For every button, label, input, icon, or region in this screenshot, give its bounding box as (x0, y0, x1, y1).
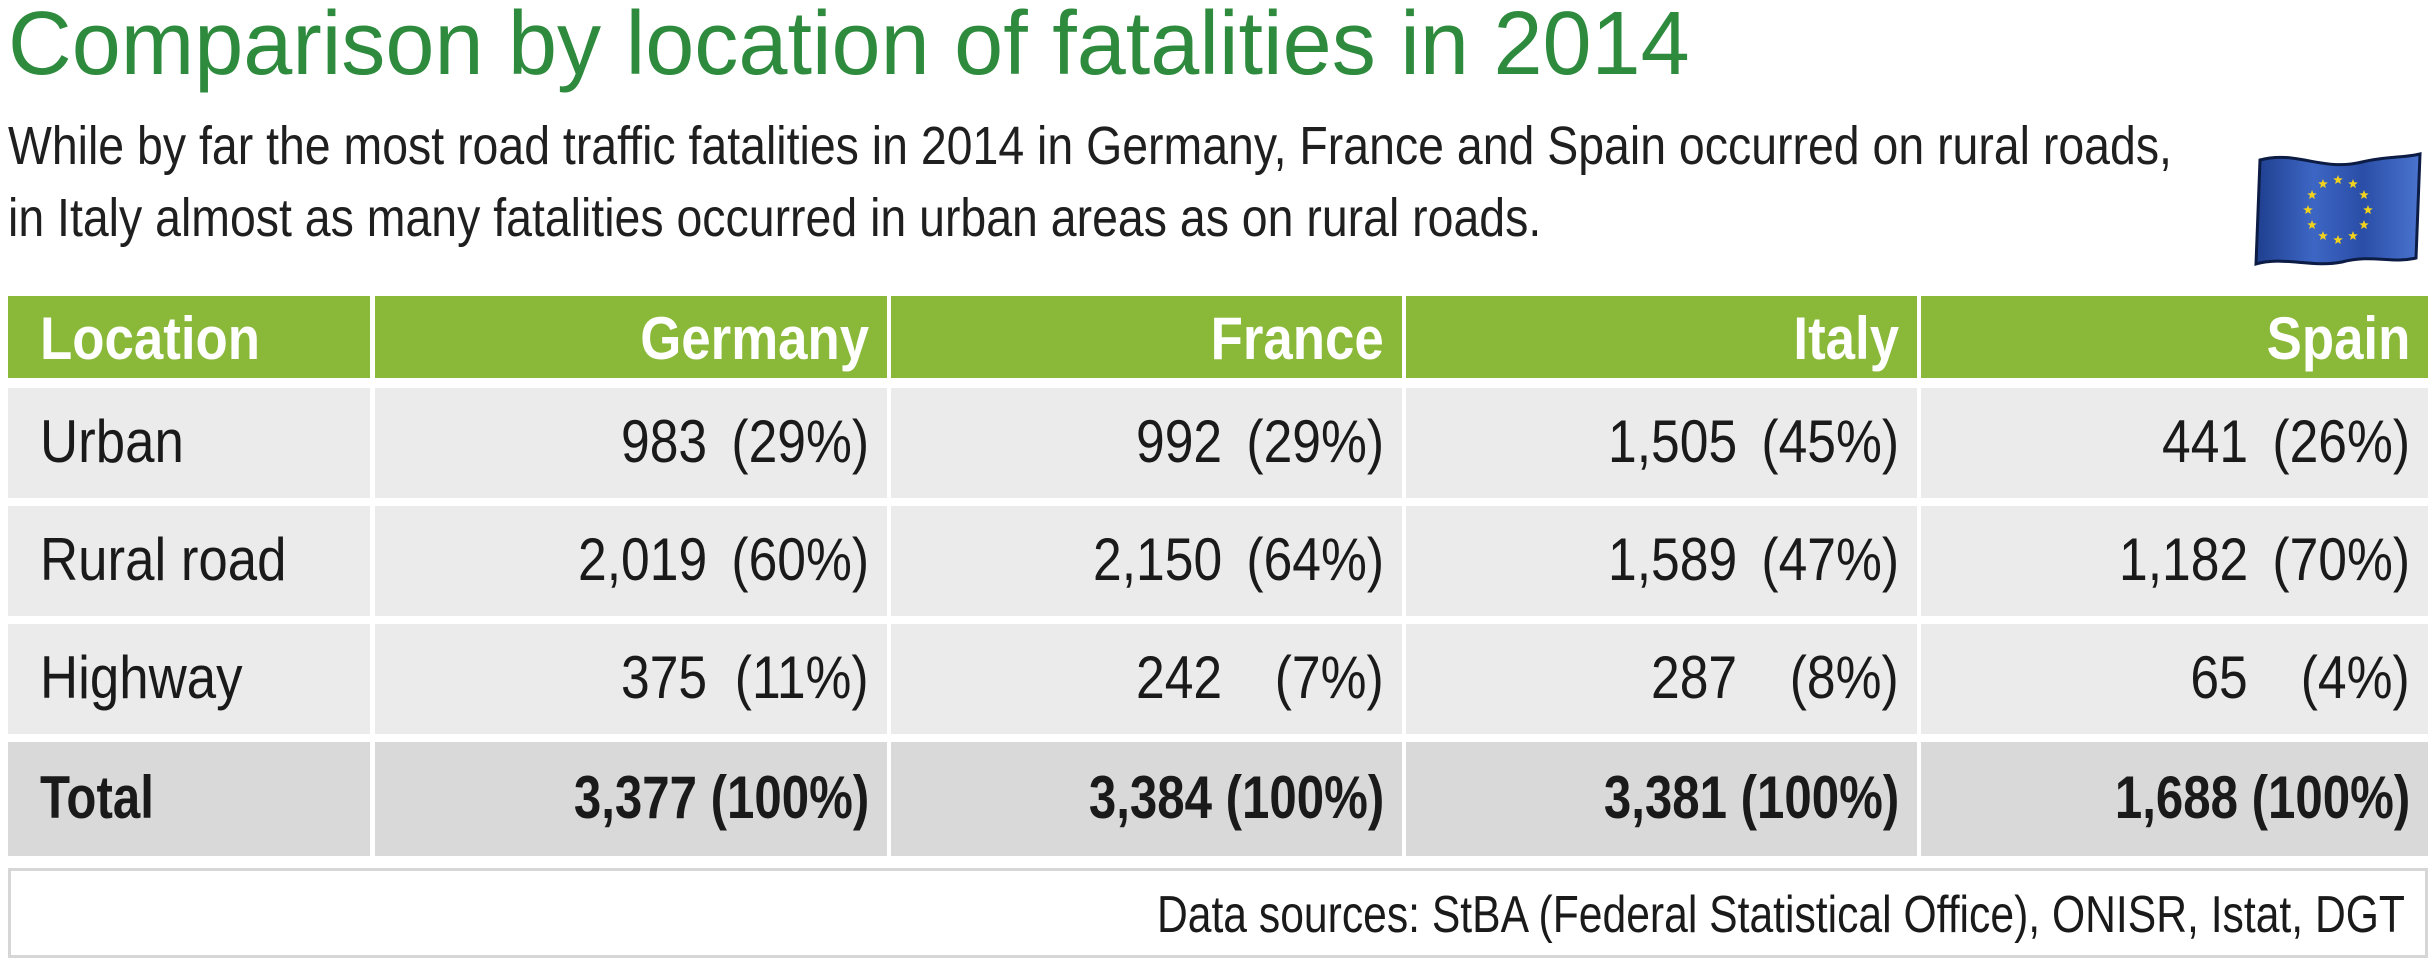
chart-title: Comparison by location of fatalities in … (8, 0, 1690, 94)
table-row-urban: Urban 983 (29%) 992 (29%) 1,505 (45%) 441 (26%) (8, 388, 2428, 498)
fatality-percent: (64%) (1246, 526, 1384, 593)
subtitle-line-2: in Italy almost as many fatalities occur… (8, 188, 1542, 248)
data-cell: 2,150 (64%) (891, 506, 1402, 616)
row-label-highway: Highway (40, 644, 243, 711)
fatality-percent: (29%) (1246, 408, 1384, 475)
fatality-percent: (8%) (1790, 644, 1899, 711)
data-cell: 1,589 (47%) (1406, 506, 1917, 616)
fatality-percent: (26%) (2272, 408, 2410, 475)
fatality-count: 375 (620, 644, 707, 711)
flag-star (2363, 205, 2373, 214)
row-label-rural-road: Rural road (40, 526, 287, 593)
fatality-percent: (47%) (1761, 526, 1899, 593)
total-value: 3,384 (100%) (1088, 764, 1384, 831)
source-box: Data sources: StBA (Federal Statistical … (8, 868, 2428, 958)
fatality-count: 2,150 (1092, 526, 1222, 593)
data-source: Data sources: StBA (Federal Statistical … (1156, 886, 2405, 944)
fatality-count: 1,505 (1607, 408, 1737, 475)
flag-star (2318, 231, 2328, 240)
fatality-count: 992 (1135, 408, 1222, 475)
row-label-total: Total (40, 764, 154, 831)
fatality-percent: (7%) (1275, 644, 1384, 711)
flag-star (2303, 205, 2313, 214)
fatality-percent: (11%) (735, 644, 869, 711)
fatality-count: 983 (620, 408, 707, 475)
row-label-cell: Urban (8, 388, 370, 498)
fatality-count: 287 (1650, 644, 1737, 711)
column-header-location: Location (40, 305, 260, 372)
data-cell: 441 (26%) (1921, 388, 2428, 498)
fatality-count: 242 (1135, 644, 1222, 711)
total-cell: 3,377 (100%) (375, 742, 887, 856)
total-cell: 3,381 (100%) (1406, 742, 1917, 856)
chart-subtitle: While by far the most road traffic fatal… (8, 110, 2172, 254)
eu-flag-icon (2254, 152, 2422, 267)
flag-star (2333, 175, 2343, 184)
row-label-urban: Urban (40, 408, 184, 475)
header-cell-location: Location (8, 296, 370, 378)
table-row-rural-road: Rural road 2,019 (60%) 2,150 (64%) 1,589 (47%)… (8, 506, 2428, 616)
header-cell-france: France (891, 296, 1402, 378)
header-cell-italy: Italy (1406, 296, 1917, 378)
total-value: 1,688 (100%) (2114, 764, 2410, 831)
fatality-percent: (29%) (731, 408, 869, 475)
fatality-count: 1,182 (2118, 526, 2248, 593)
data-cell: 2,019 (60%) (375, 506, 887, 616)
flag-star (2359, 190, 2369, 199)
data-cell: 242 (7%) (891, 624, 1402, 734)
fatality-percent: (70%) (2272, 526, 2410, 593)
header-cell-spain: Spain (1921, 296, 2428, 378)
data-cell: 375 (11%) (375, 624, 887, 734)
table-row-total: Total 3,377 (100%) 3,384 (100%) 3,381 (100%… (8, 742, 2428, 856)
table-header-row: Location Germany France Italy Spain (8, 296, 2428, 378)
column-header-france: France (1210, 305, 1384, 372)
fatality-count: 1,589 (1607, 526, 1737, 593)
flag-star (2307, 220, 2317, 229)
row-label-cell: Total (8, 742, 370, 856)
fatality-count: 2,019 (577, 526, 707, 593)
flag-star (2348, 231, 2358, 240)
header-cell-germany: Germany (375, 296, 887, 378)
fatality-percent: (4%) (2301, 644, 2410, 711)
fatality-percent: (45%) (1761, 408, 1899, 475)
total-cell: 1,688 (100%) (1921, 742, 2428, 856)
fatality-count: 65 (2190, 644, 2248, 711)
flag-star (2307, 190, 2317, 199)
total-value: 3,377 (100%) (573, 764, 869, 831)
subtitle-line-1: While by far the most road traffic fatal… (8, 116, 2172, 176)
data-cell: 992 (29%) (891, 388, 1402, 498)
flag-star (2348, 179, 2358, 189)
row-label-cell: Highway (8, 624, 370, 734)
data-cell: 287 (8%) (1406, 624, 1917, 734)
data-cell: 1,505 (45%) (1406, 388, 1917, 498)
fatality-count: 441 (2161, 408, 2248, 475)
flag-star (2333, 235, 2343, 244)
data-cell: 983 (29%) (375, 388, 887, 498)
total-cell: 3,384 (100%) (891, 742, 1402, 856)
column-header-germany: Germany (640, 305, 869, 372)
row-label-cell: Rural road (8, 506, 370, 616)
data-cell: 65 (4%) (1921, 624, 2428, 734)
table-row-highway: Highway 375 (11%) 242 (7%) 287 (8%) 65 (4%) (8, 624, 2428, 734)
flag-star (2359, 220, 2369, 229)
column-header-spain: Spain (2266, 305, 2410, 372)
flag-star (2318, 179, 2328, 189)
total-value: 3,381 (100%) (1603, 764, 1899, 831)
column-header-italy: Italy (1793, 305, 1899, 372)
fatality-percent: (60%) (731, 526, 869, 593)
data-cell: 1,182 (70%) (1921, 506, 2428, 616)
